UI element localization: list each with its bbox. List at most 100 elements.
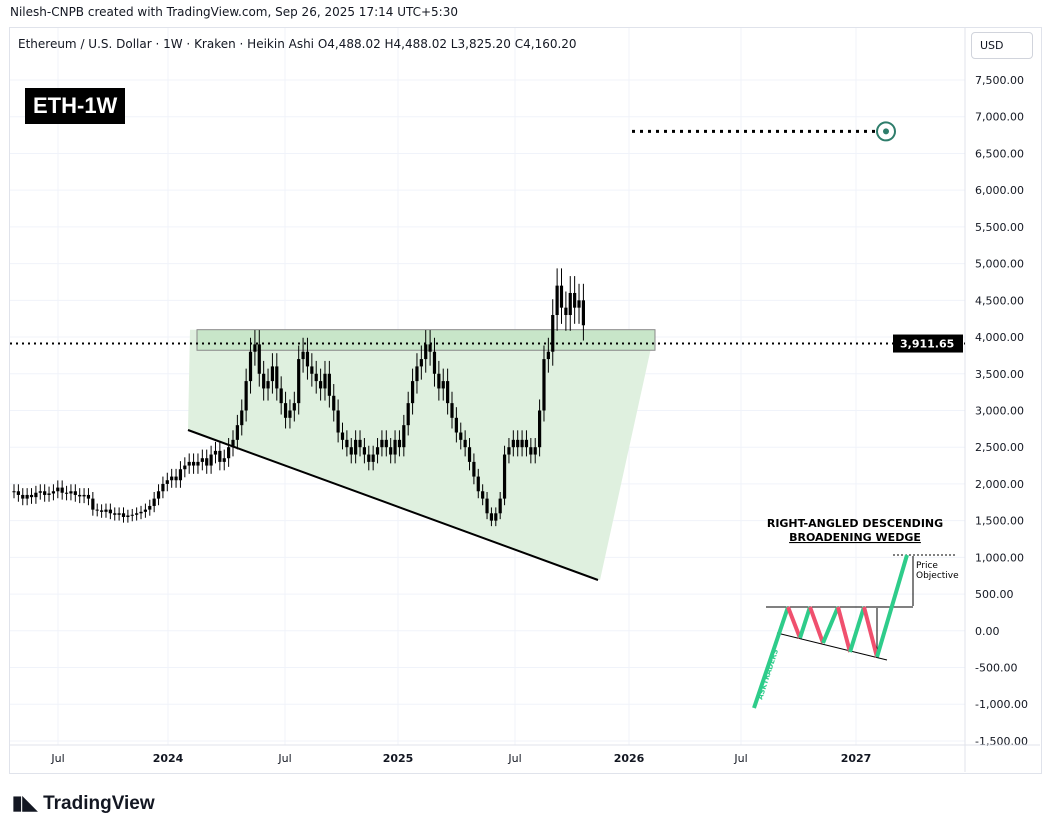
candle-body (507, 447, 511, 455)
candle-body (533, 447, 537, 455)
candle-body (454, 417, 458, 433)
inset-zigzag-segment (786, 606, 802, 639)
inset-title-2: BROADENING WEDGE (789, 531, 921, 544)
candle-body (393, 439, 397, 455)
candle-body (310, 366, 314, 374)
candle-body (428, 344, 432, 352)
currency-button[interactable]: USD (971, 32, 1033, 59)
candle-body (485, 498, 489, 514)
candle-body (297, 359, 301, 404)
candle-body (12, 491, 16, 493)
candle-body (227, 447, 231, 459)
candle-body (476, 476, 480, 492)
candle-body (511, 439, 515, 448)
candle-body (275, 366, 279, 389)
candle-body (415, 366, 419, 382)
y-tick-label: 7,000.00 (975, 111, 1024, 124)
candle-body (375, 447, 380, 455)
inset-annotation-1: Price (916, 561, 938, 571)
inset-zigzag-segment (808, 606, 825, 644)
inset-support (776, 632, 888, 661)
candle-body (73, 491, 77, 495)
candle-body (410, 381, 415, 404)
y-tick-label: 4,500.00 (975, 294, 1024, 307)
x-tick-label: 2026 (614, 752, 645, 765)
candle-body (60, 487, 64, 493)
candle-body (524, 439, 529, 448)
candle-body (21, 494, 25, 499)
candle-body (314, 373, 318, 382)
candle-body (389, 447, 393, 455)
x-tick-label: Jul (277, 752, 291, 765)
candle-body (358, 439, 362, 448)
candle-body (489, 513, 494, 521)
candle-body (165, 480, 169, 484)
tv-logo-icon: ▮◣ (12, 793, 38, 814)
candle-body (581, 300, 585, 326)
candle-body (538, 410, 542, 448)
candle-body (86, 494, 91, 499)
candle-body (34, 492, 38, 498)
last-price-tag (893, 334, 963, 353)
candle-body (481, 491, 485, 499)
last-price-label: 3,911.65 (900, 338, 954, 351)
tradingview-logo[interactable]: ▮◣ TradingView (12, 792, 155, 815)
candle-body (266, 381, 270, 389)
candle-body (498, 498, 502, 514)
chart-pane[interactable] (9, 27, 1042, 774)
candle-body (152, 498, 156, 506)
y-tick-label: -1,000.00 (975, 698, 1028, 711)
x-tick-label: Jul (507, 752, 521, 765)
candle-body (64, 492, 69, 494)
candle-body (218, 450, 222, 462)
candle-body (502, 454, 507, 499)
candle-body (91, 498, 95, 510)
logo-text: TradingView (43, 792, 155, 814)
candle-body (240, 410, 244, 426)
candle-body (235, 425, 239, 440)
candle-body (494, 513, 498, 521)
x-tick-label: 2027 (841, 752, 872, 765)
candle-body (16, 491, 20, 495)
x-tick-label: 2025 (383, 752, 414, 765)
support-trendline (187, 429, 599, 581)
candle-body (82, 494, 86, 497)
candle-body (174, 476, 178, 481)
candle-body (148, 505, 152, 510)
candle-body (183, 465, 187, 470)
candle-body (222, 458, 226, 462)
candle-body (283, 403, 288, 418)
candle-body (542, 359, 546, 411)
candle-body (380, 439, 384, 448)
candle-body (362, 447, 366, 455)
symbol-badge: ETH-1W (25, 88, 126, 124)
candle-body (463, 439, 467, 448)
candle-body (564, 307, 568, 316)
candle-body (371, 454, 375, 462)
x-tick-label: Jul (50, 752, 64, 765)
candle-body (43, 491, 47, 495)
candle-body (345, 439, 349, 448)
candle-body (577, 300, 581, 308)
candle-body (262, 373, 266, 389)
candle-body (406, 403, 410, 426)
candle-body (156, 491, 161, 499)
candle-body (529, 447, 533, 455)
candle-body (47, 493, 51, 495)
candle-body (555, 285, 559, 316)
candle-body (559, 285, 564, 308)
inset-zigzag-segment (752, 606, 790, 709)
candle-body (56, 487, 60, 492)
candle-body (187, 461, 191, 466)
candle-body (332, 395, 336, 411)
candle-body (327, 373, 331, 396)
candle-body (288, 410, 292, 418)
candle-body (253, 344, 257, 352)
candle-body (516, 439, 520, 448)
inset-title-1: RIGHT-ANGLED DESCENDING (767, 517, 943, 530)
inset-zigzag-segment (821, 606, 840, 644)
candle-body (200, 458, 204, 462)
candle-body (135, 513, 139, 515)
inset-watermark: ASKTRADERS (756, 648, 780, 700)
